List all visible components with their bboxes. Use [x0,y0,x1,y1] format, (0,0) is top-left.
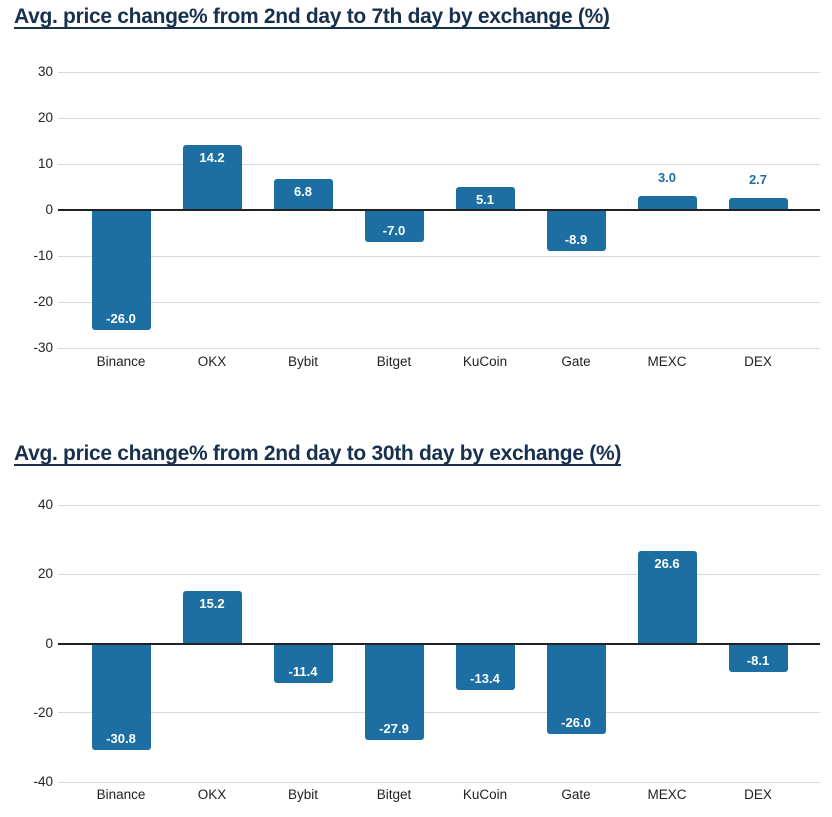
bar-bybit [273,643,333,683]
bar-bybit [273,178,333,210]
bar-value-bitget: -7.0 [382,223,406,239]
bar-value-kucoin: -13.4 [470,670,500,686]
zero-axis-line [58,209,820,211]
bar-value-gate: -26.0 [561,714,591,730]
bar-binance [91,643,151,751]
bar-value-kucoin: 5.1 [475,191,495,207]
y-tick-label: -10 [33,248,53,263]
x-axis-label-bybit: Bybit [287,787,318,802]
gridline [58,712,820,714]
x-axis-label-okx: OKX [197,354,227,369]
y-tick-label: 20 [37,566,53,582]
gridline [58,71,820,73]
gridline [58,347,820,349]
y-tick-label: 30 [37,64,53,79]
y-tick-label: -30 [33,340,53,355]
bar-okx [182,144,242,210]
bar-okx [182,590,242,644]
bar-value-bybit: -11.4 [288,663,318,679]
x-axis-label-gate: Gate [561,354,591,369]
bar-gate [546,210,606,251]
y-tick-label: 10 [37,156,53,171]
x-axis-label-bitget: Bitget [376,787,412,802]
bar-value-gate: -8.9 [564,231,588,247]
bar-value-mexc: 3.0 [657,170,677,186]
x-axis-label-okx: OKX [197,787,227,802]
x-axis-label-mexc: MEXC [647,787,687,802]
gridline [58,781,820,783]
x-axis-label-kucoin: KuCoin [462,354,508,369]
x-axis-label-kucoin: KuCoin [462,787,508,802]
bar-mexc [637,196,697,210]
bar-binance [91,210,151,330]
bar-bitget [364,210,424,243]
bar-value-okx: 14.2 [199,149,225,165]
x-axis-label-dex: DEX [744,787,772,802]
x-axis-label-mexc: MEXC [647,354,687,369]
chart1-title: Avg. price change% from 2nd day to 7th d… [14,5,610,28]
chart2-title: Avg. price change% from 2nd day to 30th … [14,442,622,465]
bar-mexc [637,551,697,644]
y-tick-label: -20 [33,704,53,720]
x-axis-label-bybit: Bybit [287,354,318,369]
x-axis-label-binance: Binance [96,787,146,802]
y-tick-label: -20 [33,294,53,309]
bar-value-binance: -30.8 [106,731,136,747]
bar-gate [546,643,606,734]
zero-axis-line [58,642,820,645]
bar-value-binance: -26.0 [106,310,136,326]
bar-value-bitget: -27.9 [379,721,409,737]
bar-value-bybit: 6.8 [293,183,313,199]
x-axis-label-gate: Gate [561,787,591,802]
gridline [58,504,820,506]
bar-bitget [364,643,424,741]
bar-value-dex: 2.7 [748,171,768,187]
x-axis-label-bitget: Bitget [376,354,412,369]
bar-value-mexc: 26.6 [654,556,680,572]
bar-value-okx: 15.2 [199,595,225,611]
gridline [58,301,820,303]
y-tick-label: 0 [45,635,53,651]
y-tick-label: 40 [37,497,53,512]
bar-dex [728,197,788,210]
bar-kucoin [455,643,515,690]
y-tick-label: 0 [45,202,53,217]
y-tick-label: -40 [33,774,53,789]
bar-kucoin [455,186,515,210]
gridline [58,117,820,119]
gridline [58,255,820,257]
y-tick-label: 20 [37,110,53,125]
x-axis-label-binance: Binance [96,354,146,369]
gridline [58,163,820,165]
bar-dex [728,643,788,672]
gridline [58,573,820,575]
bar-value-dex: -8.1 [746,652,770,668]
x-axis-label-dex: DEX [744,354,772,369]
